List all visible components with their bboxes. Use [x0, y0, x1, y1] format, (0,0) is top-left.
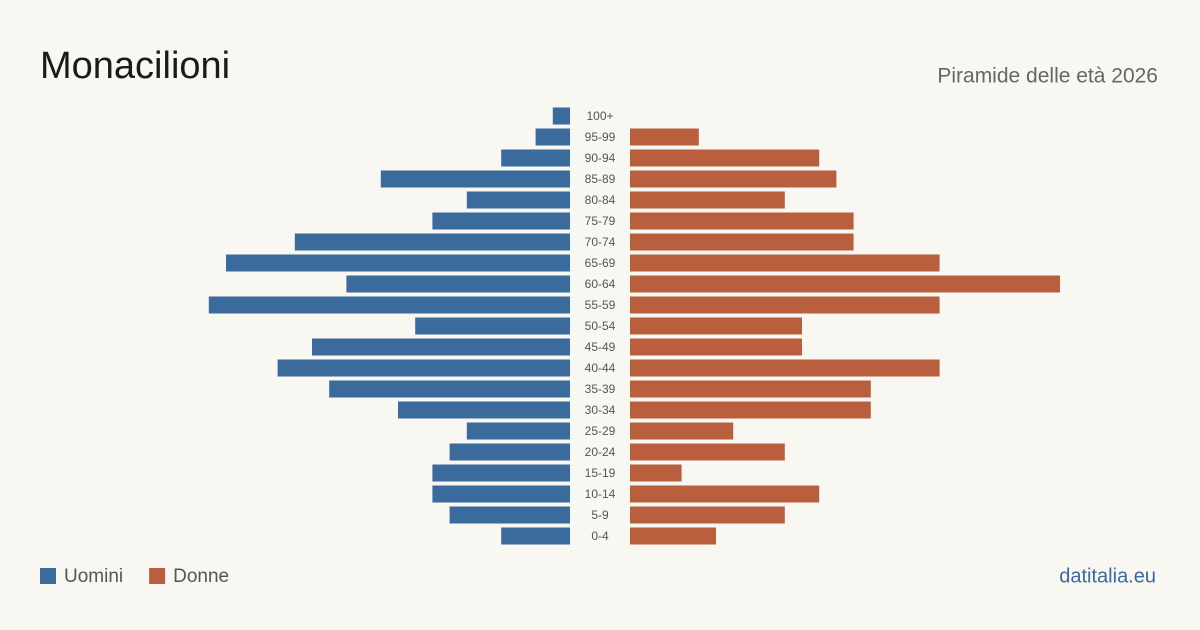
age-label: 75-79 [585, 214, 616, 228]
bar-male [380, 170, 570, 188]
bar-female [630, 506, 785, 524]
bar-female [630, 443, 785, 461]
age-label: 35-39 [585, 382, 616, 396]
bar-female [630, 464, 682, 482]
bar-male [432, 485, 570, 503]
bar-male [552, 107, 570, 125]
bar-female [630, 275, 1060, 293]
bar-female [630, 401, 871, 419]
bar-male [398, 401, 570, 419]
bar-male [329, 380, 570, 398]
age-label: 0-4 [591, 529, 609, 543]
age-label: 70-74 [585, 235, 616, 249]
bar-male [432, 212, 570, 230]
age-label: 50-54 [585, 319, 616, 333]
bar-female [630, 149, 820, 167]
age-label: 55-59 [585, 298, 616, 312]
age-label: 100+ [586, 109, 613, 123]
bar-female [630, 380, 871, 398]
chart-subtitle: Piramide delle età 2026 [937, 65, 1158, 88]
bar-female [630, 212, 854, 230]
bar-female [630, 527, 716, 545]
bar-female [630, 317, 802, 335]
age-label: 45-49 [585, 340, 616, 354]
bar-female [630, 128, 699, 146]
bar-male [501, 149, 570, 167]
legend-label: Uomini [64, 566, 123, 587]
age-label: 65-69 [585, 256, 616, 270]
bar-male [312, 338, 570, 356]
age-label: 5-9 [591, 508, 609, 522]
bar-male [449, 506, 570, 524]
bar-female [630, 338, 802, 356]
age-label: 40-44 [585, 361, 616, 375]
bar-male [294, 233, 570, 251]
bar-female [630, 233, 854, 251]
bar-female [630, 359, 940, 377]
age-label: 25-29 [585, 424, 616, 438]
legend-swatch [149, 568, 166, 584]
age-label: 80-84 [585, 193, 616, 207]
bar-male [432, 464, 570, 482]
legend-label: Donne [173, 566, 229, 587]
bar-male [277, 359, 570, 377]
age-label: 90-94 [585, 151, 616, 165]
age-label: 10-14 [585, 487, 616, 501]
bar-male [535, 128, 570, 146]
bar-male [449, 443, 570, 461]
bar-female [630, 485, 820, 503]
bar-male [226, 254, 570, 272]
age-label: 20-24 [585, 445, 616, 459]
age-label: 95-99 [585, 130, 616, 144]
bar-female [630, 254, 940, 272]
bar-female [630, 422, 734, 440]
chart-title: Monacilioni [40, 45, 230, 87]
legend-swatch [40, 568, 56, 584]
age-label: 85-89 [585, 172, 616, 186]
age-label: 60-64 [585, 277, 616, 291]
age-label: 30-34 [585, 403, 616, 417]
bar-male [501, 527, 570, 545]
bar-female [630, 296, 940, 314]
bar-female [630, 170, 837, 188]
bar-female [630, 191, 785, 209]
bar-male [466, 191, 570, 209]
bar-male [415, 317, 570, 335]
bar-male [466, 422, 570, 440]
bar-male [346, 275, 570, 293]
source: datitalia.eu [1059, 565, 1156, 587]
age-label: 15-19 [585, 466, 616, 480]
bar-male [208, 296, 571, 314]
